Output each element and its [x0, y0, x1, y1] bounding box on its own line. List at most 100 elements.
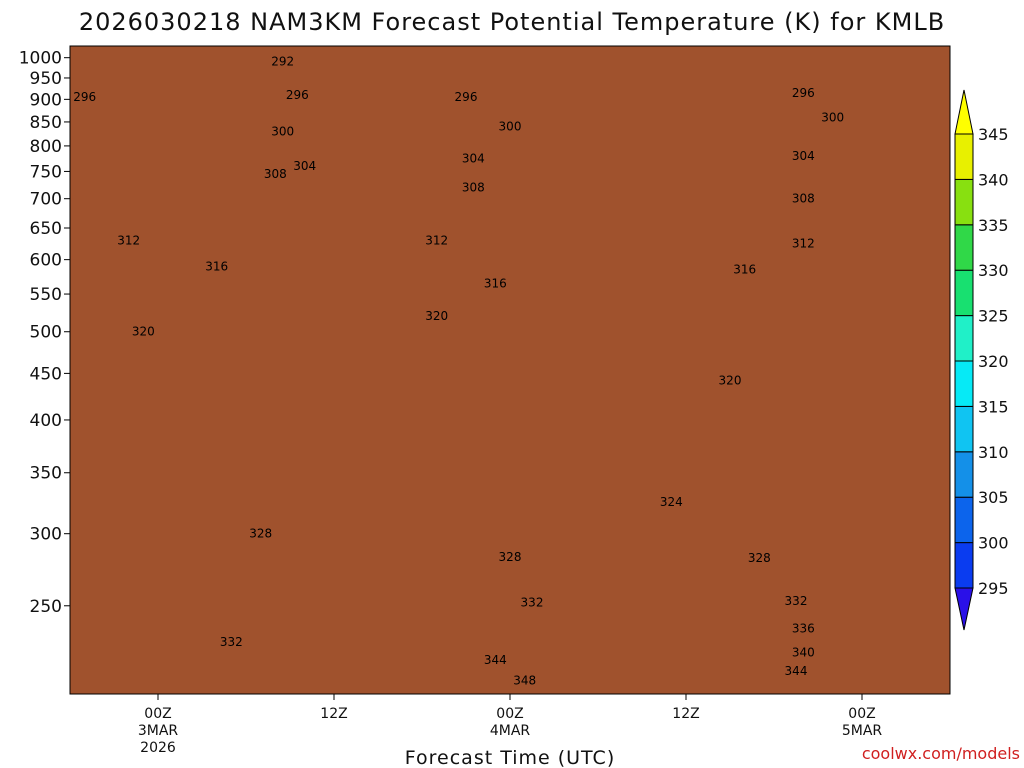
contour-label: 328: [499, 550, 522, 564]
contour-label-text: 328: [499, 550, 522, 564]
contour-label: 324: [660, 495, 683, 509]
contour-label-text: 332: [220, 635, 243, 649]
y-tick-label: 550: [30, 285, 62, 305]
colorbar-label: 340: [978, 170, 1009, 189]
contour-label: 316: [733, 263, 756, 277]
y-tick-label: 850: [30, 113, 62, 133]
colorbar-swatch: [954, 133, 974, 180]
contour-label: 332: [521, 596, 544, 610]
colorbar-label: 310: [978, 443, 1009, 462]
contour-label: 320: [425, 309, 448, 323]
contour-label: 296: [286, 88, 309, 102]
contour-label: 332: [220, 635, 243, 649]
contour-label: 312: [425, 233, 448, 247]
y-tick-label: 1000: [19, 49, 62, 69]
contour-label: 312: [117, 233, 140, 247]
colorbar-swatch: [954, 224, 974, 271]
colorbar-label: 320: [978, 352, 1009, 371]
contour-label-text: 340: [792, 646, 815, 660]
x-tick-label: 12Z: [320, 706, 347, 722]
contour-label: 340: [792, 646, 815, 660]
contour-label-text: 296: [792, 86, 815, 100]
contour-label: 300: [271, 124, 294, 138]
colorbar-swatch: [954, 360, 974, 407]
colorbar-extend-low: [954, 587, 974, 631]
x-tick-label: 00Z: [144, 706, 171, 722]
contour-label-text: 324: [660, 495, 683, 509]
x-tick-label: 00Z: [496, 706, 523, 722]
contour-label: 296: [73, 90, 96, 104]
y-tick-label: 500: [30, 323, 62, 343]
x-tick-label: 00Z: [848, 706, 875, 722]
contour-label-text: 304: [792, 149, 815, 163]
contour-label-text: 312: [425, 233, 448, 247]
contour-label-text: 308: [462, 181, 485, 195]
contour-label-text: 316: [733, 263, 756, 277]
x-tick-label: 2026: [140, 740, 176, 756]
contour-label-text: 308: [792, 192, 815, 206]
y-tick-label: 250: [30, 597, 62, 617]
y-tick-label: 300: [30, 525, 62, 545]
x-tick-label: 4MAR: [490, 723, 531, 739]
y-tick-label: 700: [30, 190, 62, 210]
contour-label: 320: [132, 325, 155, 339]
contour-label-text: 316: [484, 276, 507, 290]
x-tick-label: 5MAR: [842, 723, 883, 739]
contour-label-text: 336: [792, 622, 815, 636]
contour-label-text: 300: [271, 124, 294, 138]
contour-label: 320: [719, 373, 742, 387]
y-tick-label: 400: [30, 411, 62, 431]
contour-label: 316: [484, 276, 507, 290]
contour-label: 332: [785, 594, 808, 608]
y-tick-label: 600: [30, 251, 62, 271]
y-tick-label: 950: [30, 69, 62, 89]
y-tick-label: 650: [30, 219, 62, 239]
contour-label-text: 344: [785, 664, 808, 678]
contour-label-text: 328: [249, 527, 272, 541]
x-tick-label: 12Z: [672, 706, 699, 722]
contour-label: 300: [499, 120, 522, 134]
contour-label: 304: [293, 159, 316, 173]
contour-label-text: 300: [499, 120, 522, 134]
contour-label-text: 296: [73, 90, 96, 104]
colorbar-label: 295: [978, 579, 1009, 598]
contour-label-text: 320: [425, 309, 448, 323]
y-tick-label: 350: [30, 464, 62, 484]
pressure-axis: 250 300 350 400 450 500 550 600 650 700 750 800 850 9…: [19, 49, 70, 617]
colorbar-extend-high: [954, 89, 974, 135]
contour-label: 292: [271, 55, 294, 69]
colorbar-swatch: [954, 269, 974, 317]
contour-label-text: 320: [132, 325, 155, 339]
watermark: coolwx.com/models: [862, 744, 1020, 763]
contour-label-text: 296: [455, 90, 478, 104]
contour-label-text: 300: [821, 110, 844, 124]
contour-label-text: 312: [117, 233, 140, 247]
contour-label-text: 348: [513, 673, 536, 687]
colorbar-label: 330: [978, 261, 1009, 280]
y-tick-label: 750: [30, 162, 62, 182]
contour-label-text: 344: [484, 653, 507, 667]
contour-label: 304: [792, 149, 815, 163]
contour-label: 308: [264, 167, 287, 181]
colorbar-swatch: [954, 405, 974, 453]
contour-label-text: 292: [271, 55, 294, 69]
colorbar-label: 305: [978, 488, 1009, 507]
colorbar-label: 335: [978, 216, 1009, 235]
contour-label: 304: [462, 151, 485, 165]
contour-label-text: 304: [293, 159, 316, 173]
x-axis-label: Forecast Time (UTC): [405, 747, 615, 768]
colorbar-label: 325: [978, 307, 1009, 326]
x-tick-label: 3MAR: [138, 723, 179, 739]
colorbar-swatch: [954, 451, 974, 498]
colorbar-swatch: [954, 178, 974, 226]
contour-label-text: 332: [521, 596, 544, 610]
y-tick-label: 450: [30, 364, 62, 384]
contour-label: 328: [748, 551, 771, 565]
contour-label: 312: [792, 237, 815, 251]
colorbar-swatch: [954, 542, 974, 589]
contour-label-text: 332: [785, 594, 808, 608]
contour-label: 296: [792, 86, 815, 100]
contour-label-text: 328: [748, 551, 771, 565]
y-tick-label: 800: [30, 137, 62, 157]
